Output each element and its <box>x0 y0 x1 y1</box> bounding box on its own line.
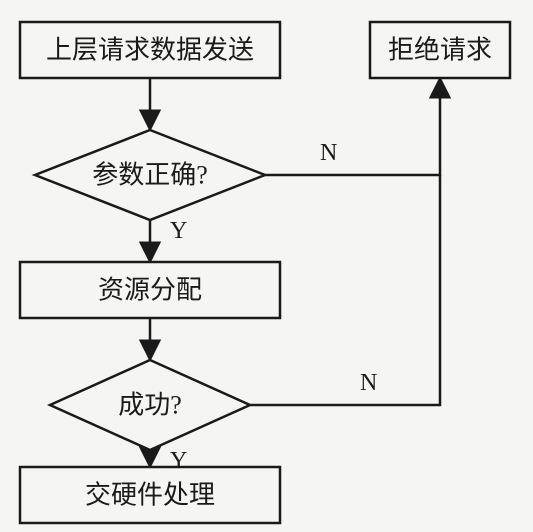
node-label-d1: 参数正确? <box>92 161 208 190</box>
edge-label-d1-alloc: Y <box>170 218 187 244</box>
edge-label-d2-hw: Y <box>170 448 187 474</box>
node-label-alloc: 资源分配 <box>98 276 202 305</box>
edge-label-d2-reject: N <box>360 370 377 396</box>
flowchart: 上层请求数据发送 拒绝请求参数正确? 资源分配成功? 交硬件处理 Y Y N N <box>0 0 533 532</box>
edge-label-d1-reject: N <box>320 140 337 166</box>
node-label-hw: 交硬件处理 <box>85 481 215 510</box>
node-label-start: 上层请求数据发送 <box>46 36 254 65</box>
edge-d1-reject <box>265 78 440 175</box>
node-label-d2: 成功? <box>118 391 182 420</box>
node-label-reject: 拒绝请求 <box>388 36 492 65</box>
